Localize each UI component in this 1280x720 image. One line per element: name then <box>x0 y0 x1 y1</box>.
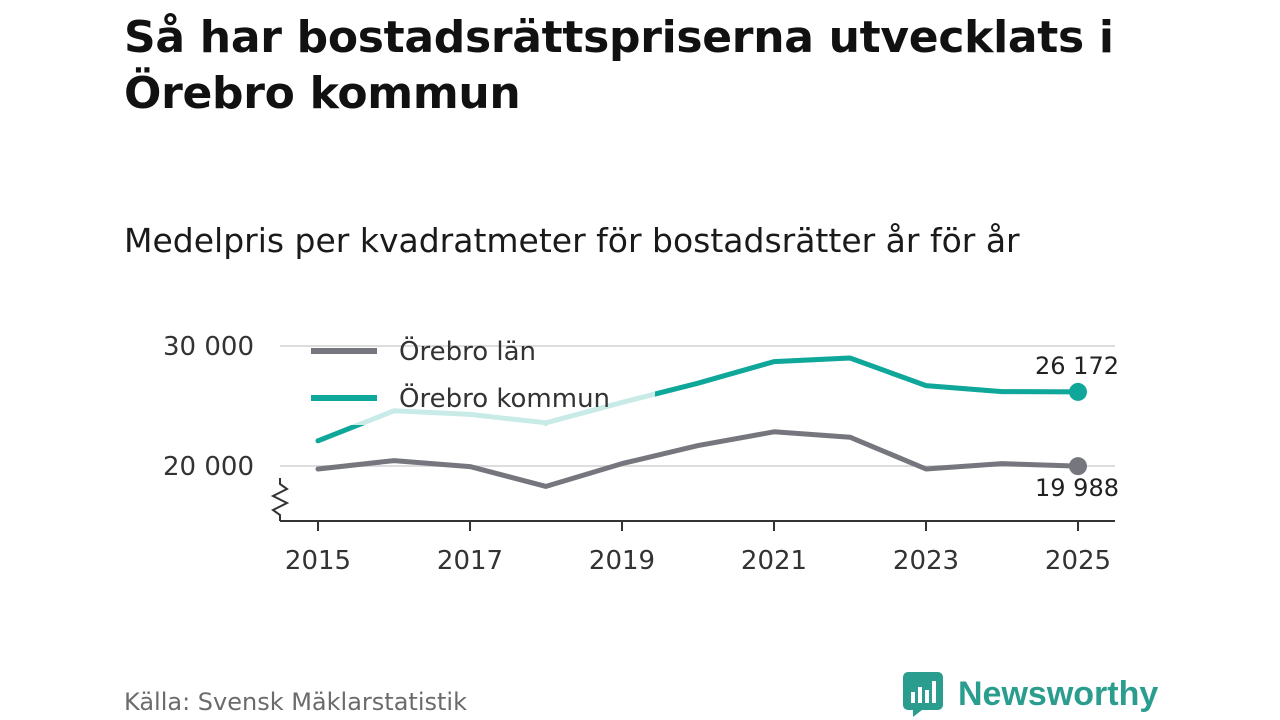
end-label-orebro-lan: 19 988 <box>1035 474 1119 502</box>
label-layer: 26 172 19 988 <box>1035 352 1119 502</box>
x-tick-label: 2025 <box>1045 546 1111 576</box>
x-tick-label: 2015 <box>285 546 351 576</box>
y-tick-label: 30 000 <box>163 332 254 362</box>
legend-item-orebro-kommun-label: Örebro kommun <box>399 382 610 414</box>
series-line-orebro-lan <box>315 429 1081 489</box>
end-label-orebro-kommun: 26 172 <box>1035 352 1119 380</box>
axis-layer: 2015 2017 2019 2021 2023 2025 <box>270 478 1115 576</box>
series-layer <box>315 355 1081 489</box>
y-tick-label: 20 000 <box>163 452 254 482</box>
x-tick-label: 2021 <box>741 546 807 576</box>
source-note: Källa: Svensk Mäklarstatistik <box>124 688 467 716</box>
end-dot-orebro-kommun <box>1069 382 1087 401</box>
end-dot-orebro-lan <box>1069 457 1087 476</box>
x-tick-label: 2023 <box>893 546 959 576</box>
axis-break-zigzag <box>270 478 290 521</box>
x-tick-label: 2017 <box>437 546 503 576</box>
legend: Örebro län Örebro kommun <box>311 335 610 414</box>
chart-subtitle: Medelpris per kvadratmeter för bostadsrä… <box>124 221 1020 260</box>
logo-wordmark: Newsworthy <box>958 674 1159 713</box>
legend-item-orebro-lan-label: Örebro län <box>399 335 536 367</box>
chart-title: Så har bostadsrättspriserna utvecklats i… <box>124 12 1114 119</box>
newsworthy-logo: Newsworthy <box>902 670 1158 718</box>
newsworthy-logo-icon <box>903 672 943 717</box>
x-tick-label: 2019 <box>589 546 655 576</box>
